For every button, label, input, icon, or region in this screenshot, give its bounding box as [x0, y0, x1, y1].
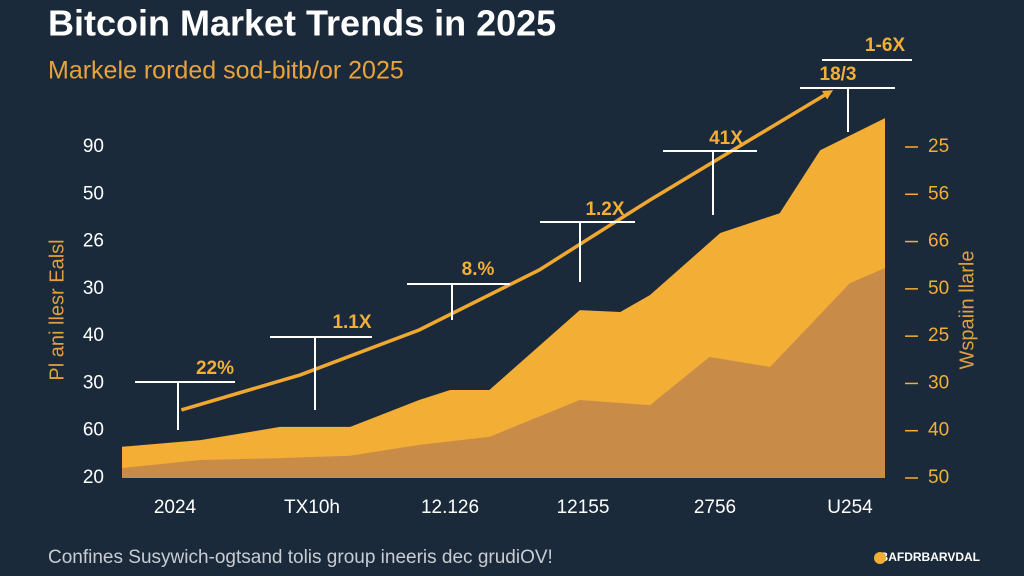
y2-axis-label: Wspaiin llarle	[956, 251, 978, 370]
annotation: 1.2X	[585, 199, 624, 220]
y-tick-label: 20	[83, 467, 104, 488]
y-tick-label: 50	[83, 183, 104, 204]
chart-subtitle: Markele rorded sod-bitb/or 2025	[48, 57, 404, 85]
y2-tick-label: 30	[928, 372, 949, 393]
y-tick-label: 60	[83, 420, 104, 441]
y2-tick-label: 56	[928, 183, 949, 204]
source-icon	[874, 552, 886, 564]
y2-tick-label: 50	[928, 467, 949, 488]
y-axis-label: Pl ani llesr Ealsl	[46, 239, 68, 380]
annotation: 22%	[196, 358, 234, 379]
trend-line	[180, 90, 834, 412]
y2-tick-label: 25	[928, 136, 949, 157]
y2-tick-label: 25	[928, 325, 949, 346]
y2-tick-label: 50	[928, 278, 949, 299]
area	[122, 268, 885, 478]
y-tick-label: 30	[83, 372, 104, 393]
annotation: 18/3	[820, 64, 857, 85]
y2-tick-label: 40	[928, 420, 949, 441]
x-tick-label: U254	[827, 497, 873, 518]
y-tick-label: 30	[83, 278, 104, 299]
x-tick-label: TX10h	[284, 497, 340, 518]
x-tick-label: 2756	[694, 497, 736, 518]
annotation: 1-6X	[865, 35, 905, 56]
annotation: 8.%	[462, 259, 495, 280]
x-tick-label: 12155	[557, 497, 610, 518]
x-tick-label: 2024	[154, 497, 197, 518]
y-tick-label: 26	[83, 231, 104, 252]
x-tick-label: 12.126	[421, 497, 479, 518]
annotation: 1.1X	[332, 312, 371, 333]
y2-tick-label: 66	[928, 231, 949, 252]
footer: Confines Susywich-ogtsand tolis group in…	[48, 547, 553, 568]
plot-area: 90 50 26 30 40 30 60 20 25 56 66 50 25 30 40 50 2024 TX10…	[83, 35, 949, 518]
y-tick-label: 90	[83, 136, 104, 157]
chart-title: Bitcoin Market Trends in 2025	[48, 3, 556, 44]
y-tick-label: 40	[83, 325, 104, 346]
annotation: 41X	[709, 128, 743, 149]
source: BAFDRBARVDAL	[880, 550, 980, 564]
